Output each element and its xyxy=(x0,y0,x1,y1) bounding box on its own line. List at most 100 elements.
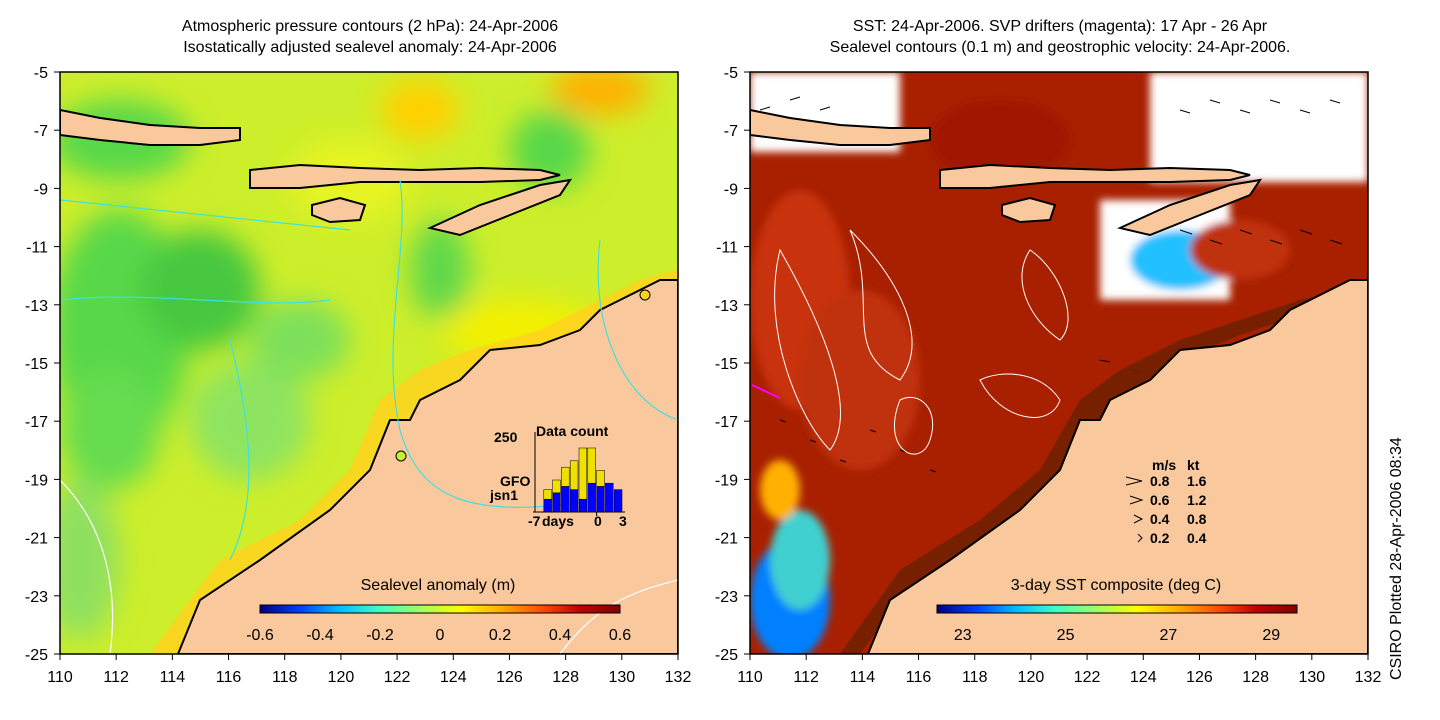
left-title: Atmospheric pressure contours (2 hPa): 2… xyxy=(60,16,680,58)
contour-cyan-3 xyxy=(229,339,250,561)
velocity-ms-value: 0.2 xyxy=(1150,530,1170,546)
jsn1-bar xyxy=(569,489,579,513)
y-tick-label: -21 xyxy=(715,531,738,548)
sumba-land xyxy=(311,196,367,224)
data-count-xlabel: days xyxy=(542,513,574,529)
nusa-tenggara-land xyxy=(249,163,561,189)
sumba-land-right xyxy=(1001,196,1057,224)
left-colorbar-tick-label: -0.4 xyxy=(306,627,334,644)
sst-contour-white-4 xyxy=(979,373,1061,418)
sst-contour-white-3 xyxy=(894,396,934,455)
gfo-bar xyxy=(552,479,561,494)
velocity-kt-value: 0.4 xyxy=(1187,530,1207,546)
data-count-label: Data count xyxy=(536,423,609,439)
y-tick-label: -15 xyxy=(715,356,738,373)
y-tick-label: -19 xyxy=(25,472,48,489)
x-tick-label: 124 xyxy=(1130,669,1157,686)
x-tick-label: 116 xyxy=(216,669,242,686)
right-y-axis: -5 -7 -9 -11 -13 -15 -17 -19 -21 -23 -25 xyxy=(715,65,750,664)
right-colorbar-tick-label: 23 xyxy=(954,627,972,644)
right-colorbar-bar xyxy=(936,604,1298,614)
left-colorbar-tick-label: 0 xyxy=(436,627,445,644)
gfo-bar xyxy=(596,470,605,487)
data-count-inset: Data count 250 GFO jsn1 -7 days 0 3 xyxy=(489,423,627,529)
jsn1-bar xyxy=(587,482,596,513)
jsn1-bar xyxy=(552,492,561,513)
right-colorbar-tick-label: 29 xyxy=(1262,627,1280,644)
y-tick-label: -21 xyxy=(25,531,48,548)
sst-contour-white-1 xyxy=(774,248,841,451)
left-title-line1: Atmospheric pressure contours (2 hPa): 2… xyxy=(181,18,559,35)
left-y-axis: -5 -7 -9 -11 -13 -15 -17 -19 -21 -23 -25 xyxy=(25,65,60,664)
left-x-axis: 110 112 114 116 118 120 122 124 126 128 130 132 xyxy=(47,654,691,686)
x-tick-label: 132 xyxy=(665,669,692,686)
y-tick-label: -23 xyxy=(715,589,738,606)
jsn1-bar xyxy=(578,498,588,513)
right-colorbar-label: 3-day SST composite (deg C) xyxy=(1011,577,1221,594)
data-count-xtick-max: 3 xyxy=(619,513,627,529)
station-marker-2 xyxy=(639,289,651,301)
timor-land xyxy=(426,178,573,237)
sst-contour-white-5 xyxy=(1021,249,1069,341)
y-tick-label: -7 xyxy=(724,123,738,140)
data-count-xtick-zero: 0 xyxy=(594,513,602,529)
right-title: SST: 24-Apr-2006. SVP drifters (magenta)… xyxy=(750,16,1370,58)
y-tick-label: -11 xyxy=(716,240,738,257)
contour-cyan-1 xyxy=(60,296,331,304)
data-count-legend-jsn1: jsn1 xyxy=(489,487,518,503)
x-tick-label: 132 xyxy=(1355,669,1382,686)
left-colorbar-tick-label: 0.2 xyxy=(489,627,511,644)
x-tick-label: 116 xyxy=(906,669,932,686)
y-tick-label: -25 xyxy=(25,647,48,664)
australia-land xyxy=(176,279,678,654)
x-tick-label: 122 xyxy=(1074,669,1101,686)
station-marker-1 xyxy=(395,450,407,462)
data-count-ymax: 250 xyxy=(494,429,518,445)
jsn1-bar xyxy=(605,482,614,513)
y-tick-label: -9 xyxy=(34,181,48,198)
y-tick-label: -9 xyxy=(724,181,738,198)
x-tick-label: 124 xyxy=(440,669,467,686)
gfo-bar xyxy=(569,460,579,490)
y-tick-label: -19 xyxy=(715,472,738,489)
velocity-arrow-icon xyxy=(1137,533,1143,543)
left-colorbar-tick-label: 0.4 xyxy=(549,627,571,644)
x-tick-label: 112 xyxy=(793,669,819,686)
gfo-bar xyxy=(578,447,588,500)
contour-white-1 xyxy=(60,479,114,654)
y-tick-label: -17 xyxy=(715,414,738,431)
data-count-legend-gfo: GFO xyxy=(500,473,530,489)
java-land xyxy=(60,108,241,146)
right-colorbar: 3-day SST composite (deg C) 23 25 27 29 xyxy=(936,577,1298,644)
right-x-axis: 110 112 114 116 118 120 122 124 126 128 130 132 xyxy=(737,654,1381,686)
java-land-right xyxy=(750,108,931,146)
x-tick-label: 120 xyxy=(328,669,355,686)
contour-cyan-2 xyxy=(392,179,601,508)
nusa-tenggara-land-right xyxy=(939,163,1251,189)
y-tick-label: -13 xyxy=(25,298,48,315)
sst-contour-white-2 xyxy=(849,229,913,381)
right-map xyxy=(750,72,1368,654)
velocity-legend-rows: 0.8 1.6 0.6 1.2 0.4 0.8 0.2 0.4 xyxy=(1125,473,1207,546)
credit-text: CSIRO Plotted 28-Apr-2006 08:34 xyxy=(1388,437,1405,680)
left-colorbar-label: Sealevel anomaly (m) xyxy=(361,577,516,594)
velocity-ms-value: 0.8 xyxy=(1150,473,1170,489)
left-map xyxy=(60,72,678,654)
right-title-line1: SST: 24-Apr-2006. SVP drifters (magenta)… xyxy=(852,18,1268,35)
sla-field-blobs xyxy=(60,72,650,640)
x-tick-label: 110 xyxy=(47,669,73,686)
timor-land-right xyxy=(1116,178,1263,237)
left-colorbar: Sealevel anomaly (m) -0.6 -0.4 -0.2 0 0.2 0.4… xyxy=(246,577,631,644)
velocity-legend-header-ms: m/s xyxy=(1152,457,1176,473)
y-tick-label: -5 xyxy=(724,65,738,82)
velocity-arrow-icon xyxy=(1133,514,1144,524)
velocity-ms-value: 0.4 xyxy=(1150,511,1170,527)
y-tick-label: -13 xyxy=(715,298,738,315)
x-tick-label: 110 xyxy=(737,669,763,686)
gfo-bar xyxy=(561,466,570,487)
velocity-arrow-icon xyxy=(1129,495,1144,505)
contour-white-2 xyxy=(559,579,678,654)
velocity-kt-value: 1.6 xyxy=(1187,473,1207,489)
x-tick-label: 112 xyxy=(103,669,129,686)
x-tick-label: 120 xyxy=(1018,669,1045,686)
